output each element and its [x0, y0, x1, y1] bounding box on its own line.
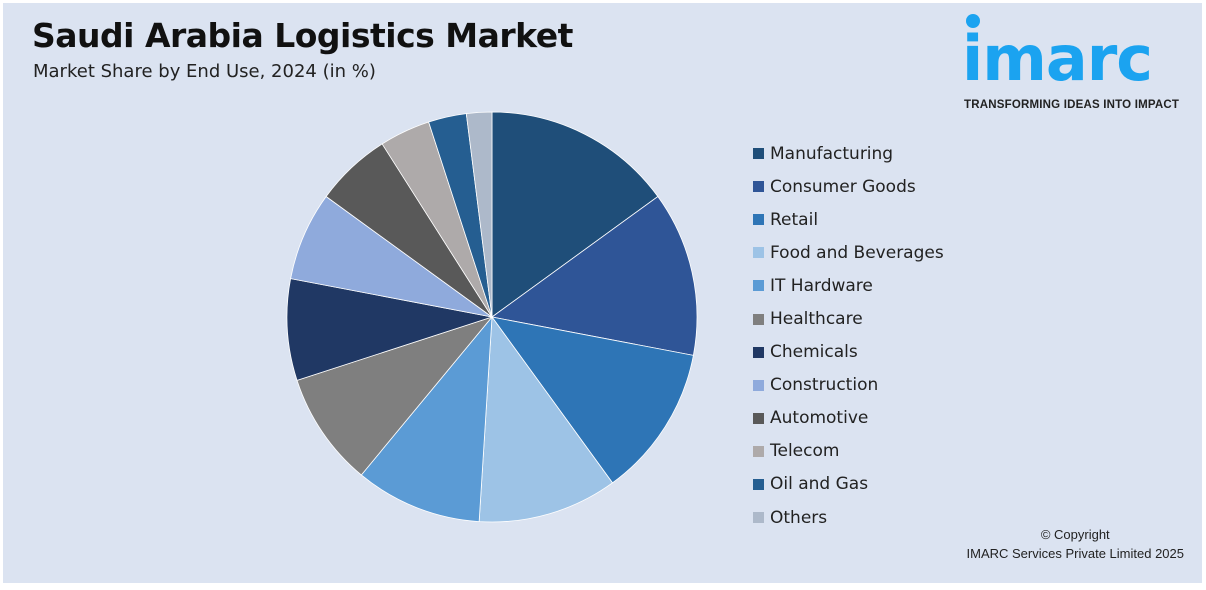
pie-slice-chemicals — [286, 278, 493, 381]
legend-label: Chemicals — [770, 342, 858, 363]
legend: Manufacturing Consumer Goods Retail Food an… — [753, 137, 944, 534]
legend-item: Automotive — [753, 402, 944, 435]
legend-item: IT Hardware — [753, 269, 944, 302]
legend-swatch — [753, 148, 764, 160]
legend-swatch — [753, 214, 764, 226]
pie-slice-it-hardware — [360, 315, 493, 523]
pie-slice-retail — [491, 316, 694, 484]
pie-slice-consumer-goods — [491, 195, 698, 356]
legend-swatch — [753, 478, 764, 490]
pie-slice-food-and-beverages — [478, 315, 614, 523]
legend-item: Oil and Gas — [753, 468, 944, 501]
pie-slice-healthcare — [296, 316, 494, 476]
legend-item: Telecom — [753, 435, 944, 468]
legend-swatch — [753, 512, 764, 524]
legend-swatch — [753, 280, 764, 292]
legend-item: Chemicals — [753, 336, 944, 369]
copyright-label: © Copyright — [1040, 527, 1110, 542]
chart-subtitle: Market Share by End Use, 2024 (in %) — [33, 61, 376, 82]
legend-swatch — [753, 313, 764, 325]
legend-item: Retail — [753, 203, 944, 236]
legend-item: Construction — [753, 369, 944, 402]
legend-label: Consumer Goods — [770, 176, 916, 197]
legend-swatch — [753, 412, 764, 424]
legend-swatch — [753, 247, 764, 259]
legend-label: IT Hardware — [770, 275, 873, 296]
legend-swatch — [753, 181, 764, 193]
logo-dot-icon — [966, 14, 980, 28]
legend-label: Oil and Gas — [770, 474, 869, 495]
legend-label: Food and Beverages — [770, 242, 944, 263]
legend-item: Healthcare — [753, 302, 944, 335]
legend-item: Food and Beverages — [753, 236, 944, 269]
legend-label: Others — [770, 507, 828, 528]
legend-item: Consumer Goods — [753, 170, 944, 203]
copyright: © Copyright IMARC Services Private Limit… — [967, 525, 1184, 563]
legend-swatch — [753, 379, 764, 391]
imarc-logo: imarc TRANSFORMING IDEAS INTO IMPACT — [962, 14, 1194, 111]
legend-item: Others — [753, 501, 944, 534]
logo-wordmark: imarc — [962, 22, 1153, 95]
pie-slice-others — [465, 111, 493, 318]
legend-label: Automotive — [770, 408, 869, 429]
legend-label: Telecom — [770, 441, 840, 462]
chart-title: Saudi Arabia Logistics Market — [32, 16, 573, 55]
copyright-company: IMARC Services Private Limited 2025 — [966, 546, 1184, 561]
legend-label: Manufacturing — [770, 143, 894, 164]
legend-label: Retail — [770, 209, 819, 230]
legend-swatch — [753, 346, 764, 358]
logo-tagline: TRANSFORMING IDEAS INTO IMPACT — [964, 99, 1180, 111]
legend-item: Manufacturing — [753, 137, 944, 170]
legend-swatch — [753, 445, 764, 457]
legend-label: Construction — [770, 375, 879, 396]
pie-slice-manufacturing — [491, 111, 659, 318]
legend-label: Healthcare — [770, 309, 863, 330]
